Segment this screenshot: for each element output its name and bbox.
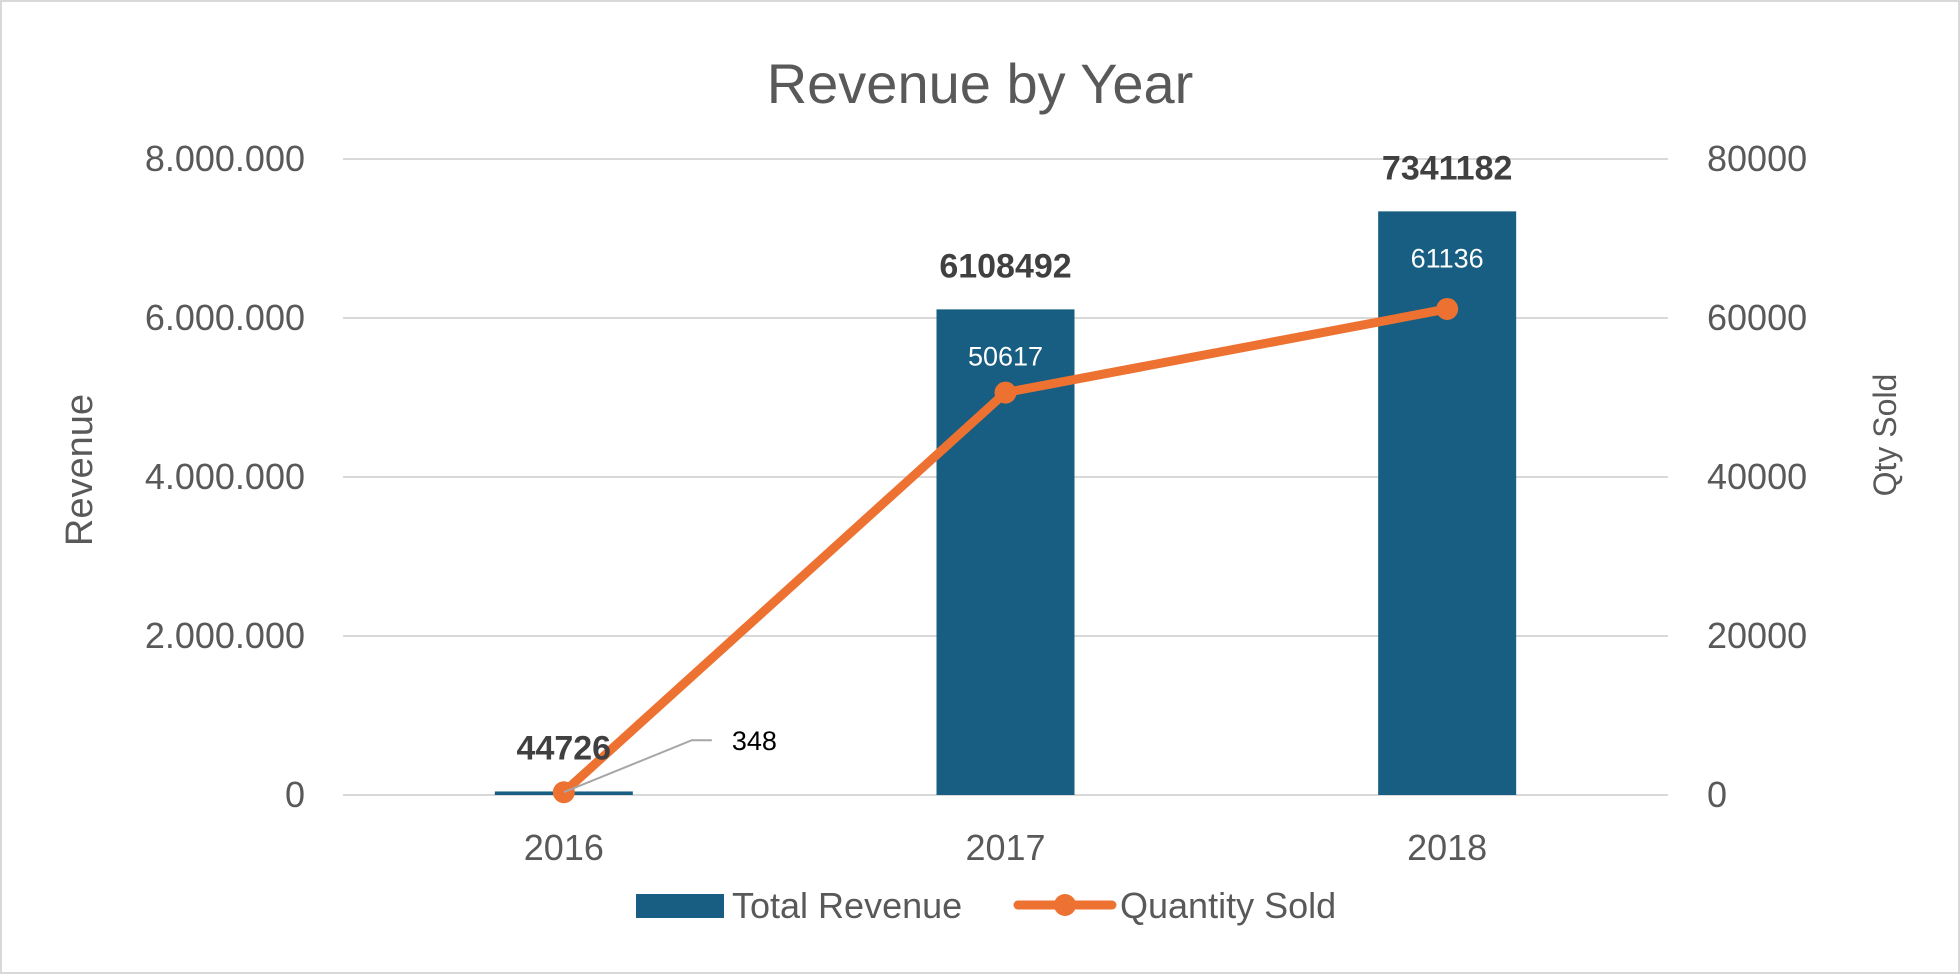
y-tick-label-left: 0: [285, 774, 305, 815]
y-tick-label-right: 20000: [1707, 615, 1807, 656]
quantity-line: [552, 297, 1459, 804]
point-quantity-sold: [1436, 297, 1459, 320]
data-label-quantity-sold: 61136: [1411, 243, 1484, 273]
y-axis-title-left: Revenue: [59, 394, 101, 546]
y-tick-label-left: 4.000.000: [145, 456, 305, 497]
x-tick-label: 2018: [1407, 827, 1487, 868]
y-tick-label-left: 6.000.000: [145, 297, 305, 338]
legend-marker-quantity-sold: [1054, 894, 1076, 916]
x-axis-ticks: 2016 2017 2018: [524, 827, 1487, 868]
y-tick-label-right: 80000: [1707, 138, 1807, 179]
y-tick-label-right: 40000: [1707, 456, 1807, 497]
x-tick-label: 2017: [965, 827, 1045, 868]
data-label-total-revenue: 44726: [517, 729, 612, 767]
legend-label-quantity-sold: Quantity Sold: [1120, 885, 1336, 926]
x-tick-label: 2016: [524, 827, 604, 868]
left-axis-ticks: 0 2.000.000 4.000.000 6.000.000 8.000.000: [145, 138, 305, 815]
data-label-total-revenue: 6108492: [939, 247, 1071, 285]
data-label-quantity-sold: 50617: [968, 341, 1043, 371]
point-quantity-sold: [994, 381, 1017, 404]
data-label-quantity-sold: 348: [732, 726, 777, 756]
right-axis-ticks: 0 20000 40000 60000 80000: [1707, 138, 1807, 815]
y-tick-label-left: 8.000.000: [145, 138, 305, 179]
chart-title: Revenue by Year: [767, 52, 1194, 115]
data-label-total-revenue: 7341182: [1382, 149, 1513, 187]
y-tick-label-left: 2.000.000: [145, 615, 305, 656]
leader-line: [563, 739, 712, 794]
legend-swatch-total-revenue: [636, 894, 724, 918]
y-axis-title-right: Qty Sold: [1867, 374, 1903, 497]
y-tick-label-right: 0: [1707, 774, 1727, 815]
legend: Total Revenue Quantity Sold: [636, 885, 1336, 926]
legend-label-total-revenue: Total Revenue: [732, 885, 962, 926]
y-tick-label-right: 60000: [1707, 297, 1807, 338]
data-labels: 44726 6108492 7341182 348 50617 61136: [517, 149, 1513, 794]
revenue-bars: [494, 211, 1517, 795]
